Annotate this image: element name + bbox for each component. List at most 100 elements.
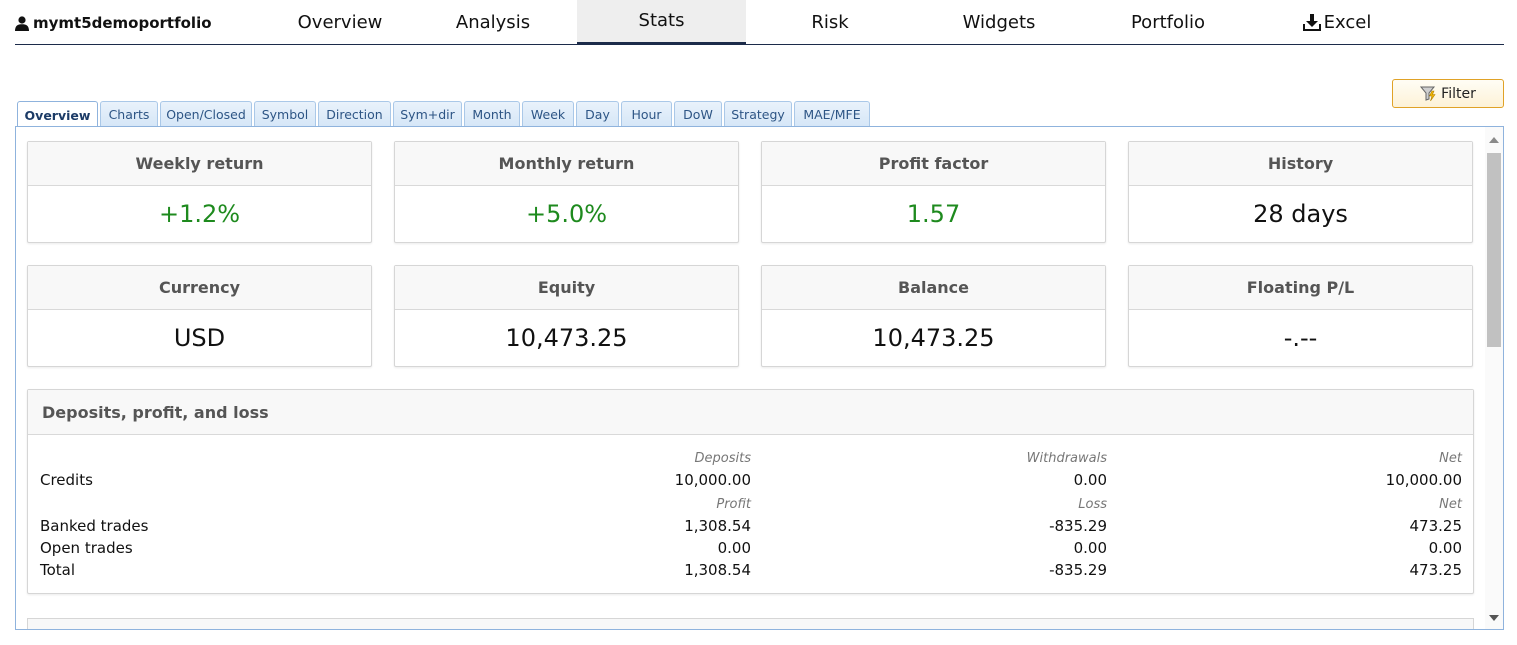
account-label: mymt5demoportfolio: [33, 14, 212, 32]
next-card-partial: [27, 618, 1474, 629]
withdrawals-value: 0.00: [1073, 471, 1107, 489]
subtab-hour[interactable]: Hour: [621, 101, 672, 127]
subtab-week[interactable]: Week: [522, 101, 574, 127]
total-row: Total 1,308.54 -835.29 473.25: [28, 561, 1473, 583]
subtab-symbol[interactable]: Symbol: [254, 101, 316, 127]
nav-tab-label: Widgets: [962, 11, 1036, 33]
subtab-label: Month: [472, 107, 512, 122]
nav-tab-label: Stats: [638, 10, 685, 31]
subtab-label: Sym+dir: [400, 107, 455, 122]
net-value: 473.25: [1409, 561, 1463, 579]
loss-value: -835.29: [1049, 561, 1107, 579]
card-value: 1.57: [906, 200, 961, 228]
open-trades-row: Open trades 0.00 0.00 0.00: [28, 539, 1473, 561]
trades-header-row: Profit Loss Net: [28, 497, 1473, 519]
subtab-sym-dir[interactable]: Sym+dir: [393, 101, 462, 127]
net-value: 10,000.00: [1385, 471, 1462, 489]
nav-tab-label: Portfolio: [1130, 11, 1206, 33]
filter-icon: [1420, 86, 1436, 102]
nav-tab-portfolio[interactable]: Portfolio: [1083, 0, 1253, 44]
overview-panel: Weekly return +1.2% Monthly return +5.0%…: [15, 126, 1504, 630]
nav-tab-widgets[interactable]: Widgets: [914, 0, 1084, 44]
card-value: 10,473.25: [505, 324, 628, 352]
subtab-label: Week: [530, 107, 566, 122]
deposits-value: 10,000.00: [674, 471, 751, 489]
subtab-charts[interactable]: Charts: [100, 101, 158, 127]
col-header-deposits: Deposits: [694, 451, 751, 466]
dpl-title: Deposits, profit, and loss: [28, 390, 1473, 435]
scroll-thumb[interactable]: [1487, 153, 1501, 347]
card-title: Profit factor: [762, 142, 1105, 186]
nav-tab-risk[interactable]: Risk: [745, 0, 915, 44]
filter-button[interactable]: Filter: [1392, 79, 1504, 108]
nav-tab-label: Analysis: [455, 11, 531, 33]
subtab-label: Strategy: [731, 107, 785, 122]
subtab-strategy[interactable]: Strategy: [724, 101, 792, 127]
row-label: Total: [40, 561, 76, 579]
col-header-withdrawals: Withdrawals: [1026, 451, 1107, 466]
profit-value: 0.00: [717, 539, 751, 557]
loss-value: -835.29: [1049, 517, 1107, 535]
nav-tab-label: Overview: [297, 11, 383, 33]
card-value: 10,473.25: [872, 324, 995, 352]
card-title: Equity: [395, 266, 738, 310]
nav-tab-label: Risk: [811, 11, 849, 33]
nav-tab-analysis[interactable]: Analysis: [408, 0, 578, 44]
card-title: Weekly return: [28, 142, 371, 186]
credits-header-row: Deposits Withdrawals Net: [28, 451, 1473, 473]
card-title: Floating P/L: [1129, 266, 1472, 310]
row-label: Credits: [40, 471, 93, 489]
scroll-down-arrow-icon[interactable]: [1489, 615, 1499, 621]
row-label: Banked trades: [40, 517, 149, 535]
subtab-label: DoW: [683, 107, 713, 122]
card-title: Balance: [762, 266, 1105, 310]
card-floating-pl: Floating P/L -.--: [1128, 265, 1473, 367]
card-value: USD: [173, 324, 226, 352]
top-navigation: mymt5demoportfolio Overview Analysis Sta…: [15, 0, 1504, 45]
card-equity: Equity 10,473.25: [394, 265, 739, 367]
net-value: 473.25: [1409, 517, 1463, 535]
banked-trades-row: Banked trades 1,308.54 -835.29 473.25: [28, 517, 1473, 539]
card-profit-factor: Profit factor 1.57: [761, 141, 1106, 243]
net-value: 0.00: [1428, 539, 1462, 557]
subtab-label: Direction: [326, 107, 383, 122]
loss-value: 0.00: [1073, 539, 1107, 557]
subtab-day[interactable]: Day: [576, 101, 619, 127]
subtab-overview[interactable]: Overview: [17, 101, 98, 128]
subtab-direction[interactable]: Direction: [318, 101, 391, 127]
row-label: Open trades: [40, 539, 133, 557]
col-header-profit: Profit: [716, 497, 751, 512]
card-title: History: [1129, 142, 1472, 186]
card-weekly-return: Weekly return +1.2%: [27, 141, 372, 243]
nav-tab-overview[interactable]: Overview: [255, 0, 425, 44]
scroll-up-arrow-icon[interactable]: [1489, 137, 1499, 143]
card-title: Currency: [28, 266, 371, 310]
card-monthly-return: Monthly return +5.0%: [394, 141, 739, 243]
subtab-open-closed[interactable]: Open/Closed: [160, 101, 252, 127]
deposits-profit-loss-card: Deposits, profit, and loss Deposits With…: [27, 389, 1474, 594]
nav-tab-stats[interactable]: Stats: [577, 0, 746, 45]
account-name[interactable]: mymt5demoportfolio: [15, 12, 212, 34]
subtab-label: Open/Closed: [166, 107, 246, 122]
subtab-label: Symbol: [261, 107, 309, 122]
subtab-dow[interactable]: DoW: [674, 101, 722, 127]
filter-label: Filter: [1441, 85, 1476, 102]
credits-row: Credits 10,000.00 0.00 10,000.00: [28, 471, 1473, 493]
download-icon: [1302, 13, 1321, 31]
subtab-label: MAE/MFE: [803, 107, 861, 122]
subtab-month[interactable]: Month: [464, 101, 520, 127]
card-value: 28 days: [1253, 200, 1348, 228]
panel-scrollbar[interactable]: [1485, 127, 1503, 629]
subtab-label: Overview: [24, 107, 91, 123]
subtab-mae-mfe[interactable]: MAE/MFE: [794, 101, 870, 127]
col-header-loss: Loss: [1078, 497, 1107, 512]
card-title: Monthly return: [395, 142, 738, 186]
col-header-net: Net: [1439, 451, 1462, 466]
nav-tab-excel[interactable]: Excel: [1252, 0, 1422, 44]
nav-tab-label: Excel: [1323, 11, 1372, 33]
card-balance: Balance 10,473.25: [761, 265, 1106, 367]
subtab-label: Hour: [631, 107, 662, 122]
card-currency: Currency USD: [27, 265, 372, 367]
subtab-label: Day: [585, 107, 610, 122]
profit-value: 1,308.54: [684, 561, 751, 579]
